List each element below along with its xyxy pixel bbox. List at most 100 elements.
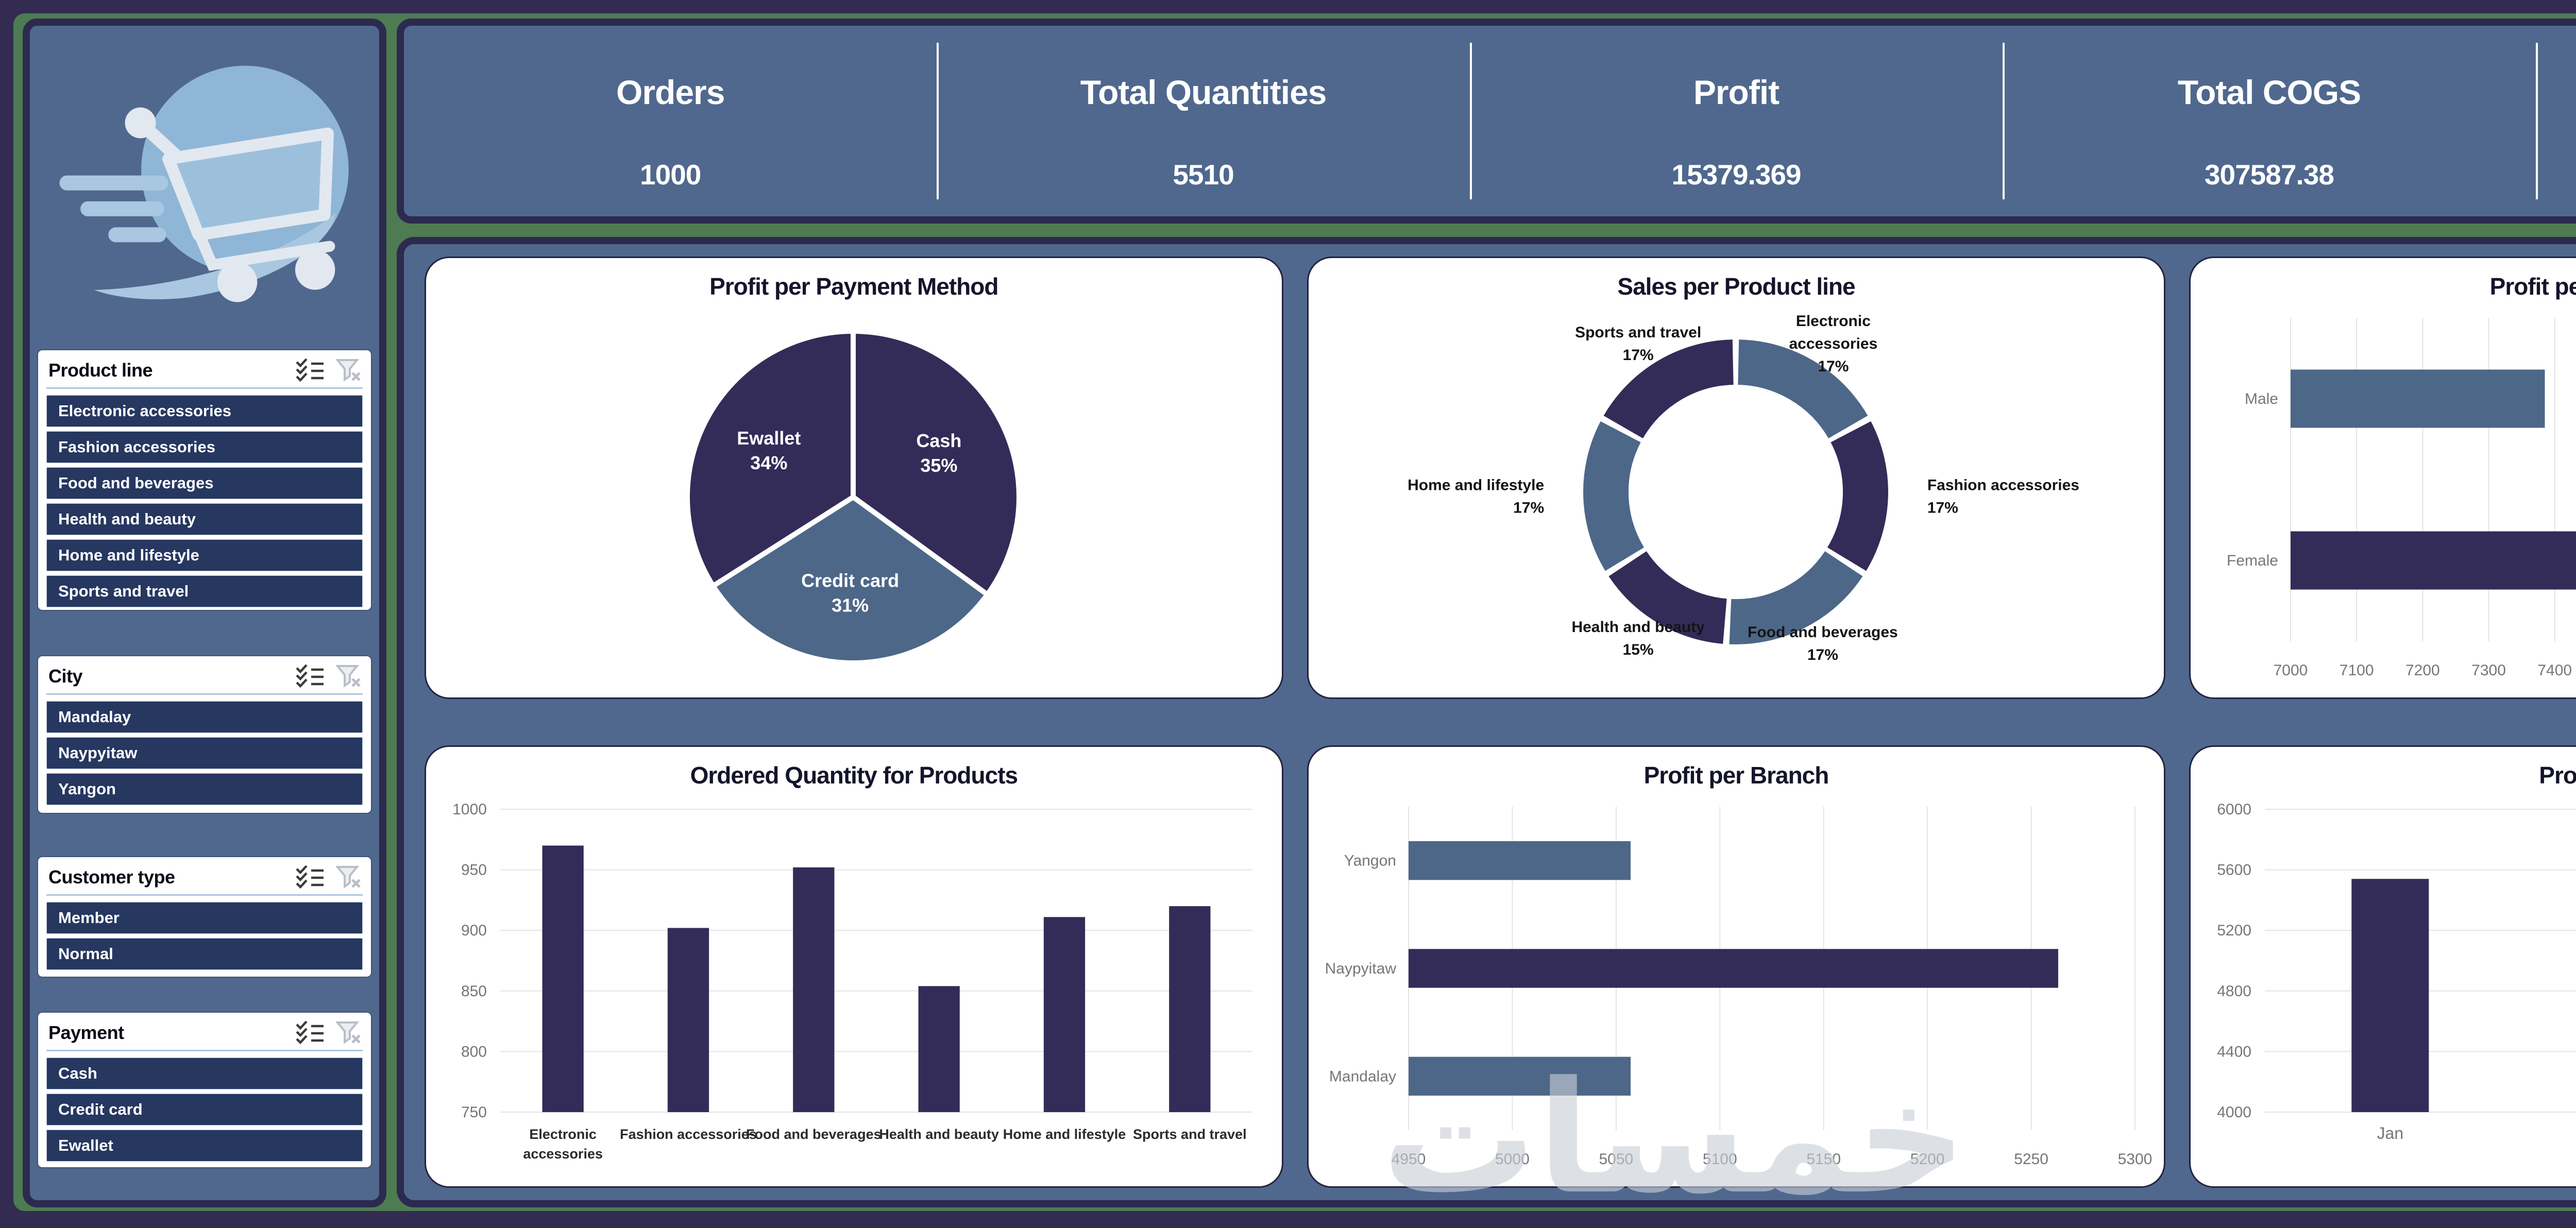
- chart-title: Sales per Product line: [1617, 273, 1855, 300]
- select-all-icon[interactable]: [296, 359, 325, 382]
- svg-text:850: 850: [461, 983, 487, 1000]
- kpi-value: 15379.369: [1671, 159, 1802, 191]
- slicer-product-line: Product line Electronic accessories Fash…: [38, 350, 371, 610]
- slicer-item-member[interactable]: Member: [46, 902, 363, 934]
- slicer-item-yangon[interactable]: Yangon: [46, 773, 363, 805]
- profit-per-payment-method-pie-chart[interactable]: Cash 35% Credit card 31% Ewallet 34%: [433, 308, 1273, 688]
- svg-text:1000: 1000: [452, 801, 487, 818]
- svg-text:35%: 35%: [920, 455, 957, 476]
- svg-text:31%: 31%: [832, 595, 869, 616]
- svg-text:7100: 7100: [2340, 662, 2374, 679]
- svg-text:800: 800: [461, 1043, 487, 1060]
- divider: [46, 387, 363, 389]
- svg-text:Mandalay: Mandalay: [1329, 1068, 1396, 1085]
- svg-text:Home and lifestyle: Home and lifestyle: [1408, 476, 1544, 493]
- card-profit-per-payment-method: Profit per Payment Method Cash 35% Credit …: [425, 257, 1283, 699]
- shopping-cart-icon: [59, 65, 349, 302]
- slicer-item-ewallet[interactable]: Ewallet: [46, 1130, 363, 1162]
- kpi-label: Total COGS: [2177, 73, 2361, 111]
- svg-text:5600: 5600: [2217, 862, 2252, 879]
- svg-text:5100: 5100: [1703, 1151, 1737, 1168]
- svg-text:Male: Male: [2245, 390, 2278, 407]
- kpi-total-sales: Total Sales 322966.749: [2535, 26, 2576, 216]
- svg-text:750: 750: [461, 1104, 487, 1121]
- slicer-title: Product line: [48, 360, 153, 381]
- profit-per-time-column-chart[interactable]: 400044004800520056006000JanFebMar: [2198, 796, 2576, 1176]
- slicer-item-fashion-accessories[interactable]: Fashion accessories: [46, 431, 363, 463]
- slicer-title: Customer type: [48, 866, 175, 888]
- kpi-label: Orders: [616, 73, 725, 111]
- slicer-payment: Payment Cash Credit card Ewallet: [38, 1013, 371, 1167]
- slicer-item-naypyitaw[interactable]: Naypyitaw: [46, 737, 363, 769]
- svg-text:Female: Female: [2227, 552, 2278, 569]
- slicer-item-sports-and-travel[interactable]: Sports and travel: [46, 575, 363, 607]
- kpi-label: Total Quantities: [1080, 73, 1327, 111]
- divider: [46, 894, 363, 896]
- charts-grid: Profit per Payment Method Cash 35% Credit …: [397, 237, 2576, 1207]
- svg-text:15%: 15%: [1622, 641, 1653, 658]
- svg-text:accessories: accessories: [523, 1146, 603, 1162]
- clear-selections-icon[interactable]: [336, 664, 362, 688]
- kpi-total-quantities: Total Quantities 5510: [937, 26, 1469, 216]
- clear-selections-icon[interactable]: [336, 1021, 362, 1045]
- cart-logo: [50, 35, 360, 334]
- select-all-icon[interactable]: [296, 1021, 325, 1045]
- svg-text:5300: 5300: [2117, 1151, 2152, 1168]
- svg-text:accessories: accessories: [1789, 335, 1877, 352]
- sales-per-product-line-donut-chart[interactable]: Electronic accessories 17% Fashion accessor…: [1316, 308, 2156, 688]
- slicer-item-electronic-accessories[interactable]: Electronic accessories: [46, 395, 363, 427]
- svg-text:5250: 5250: [2014, 1151, 2048, 1168]
- svg-text:Electronic: Electronic: [1795, 313, 1870, 330]
- svg-text:Sports and travel: Sports and travel: [1133, 1127, 1247, 1142]
- select-all-icon[interactable]: [296, 865, 325, 889]
- svg-text:5200: 5200: [1910, 1151, 1944, 1168]
- divider: [46, 1050, 363, 1051]
- card-sales-per-product-line: Sales per Product line Electronic accesso…: [1307, 257, 2166, 699]
- slicer-item-normal[interactable]: Normal: [46, 938, 363, 970]
- svg-text:17%: 17%: [1818, 358, 1849, 375]
- svg-text:6000: 6000: [2217, 801, 2252, 818]
- slicer-item-health-and-beauty[interactable]: Health and beauty: [46, 503, 363, 535]
- slicer-customer-type: Customer type Member Normal: [38, 857, 371, 977]
- kpi-value: 307587.38: [2204, 159, 2334, 191]
- chart-title: Profit per Branch: [1643, 762, 1829, 789]
- card-profit-per-time: Profit per Time 4000 4400 4800 5200 5600 6000…: [2189, 745, 2576, 1188]
- slicer-item-mandalay[interactable]: Mandalay: [46, 701, 363, 733]
- svg-text:Credit card: Credit card: [801, 570, 899, 591]
- kpi-total-cogs: Total COGS 307587.38: [2003, 26, 2535, 216]
- slicer-city: City Mandalay Naypyitaw Yangon: [38, 656, 371, 813]
- profit-per-city-gender-bar-chart[interactable]: 7000710072007300740075007600770078007900…: [2198, 308, 2576, 688]
- kpi-bar: Orders 1000 Total Quantities 5510 Profit…: [397, 19, 2576, 224]
- svg-text:7300: 7300: [2471, 662, 2506, 679]
- svg-text:Jan: Jan: [2377, 1124, 2404, 1142]
- svg-text:17%: 17%: [1622, 347, 1653, 364]
- svg-text:Electronic: Electronic: [529, 1127, 597, 1142]
- slicer-item-food-and-beverages[interactable]: Food and beverages: [46, 467, 363, 499]
- ordered-quantity-column-chart[interactable]: 750 800 850 900 950 1000 Electronic accessories…: [433, 796, 1273, 1176]
- kpi-value: 1000: [640, 159, 701, 191]
- svg-text:4950: 4950: [1391, 1151, 1426, 1168]
- svg-text:17%: 17%: [1807, 646, 1838, 663]
- svg-text:34%: 34%: [750, 452, 787, 473]
- slicer-item-credit-card[interactable]: Credit card: [46, 1094, 363, 1125]
- svg-text:Cash: Cash: [916, 430, 961, 451]
- clear-selections-icon[interactable]: [336, 359, 362, 382]
- profit-per-branch-bar-chart[interactable]: 4950 5000 5050 5100 5150 5200 5250 5300 Yangon Na…: [1316, 796, 2156, 1176]
- clear-selections-icon[interactable]: [336, 865, 362, 889]
- svg-text:950: 950: [461, 862, 487, 879]
- slicer-title: City: [48, 666, 83, 687]
- divider: [46, 693, 363, 695]
- slicer-item-cash[interactable]: Cash: [46, 1058, 363, 1089]
- svg-text:4400: 4400: [2217, 1043, 2252, 1060]
- chart-title: Profit per Time: [2539, 762, 2576, 789]
- svg-text:4000: 4000: [2217, 1104, 2252, 1121]
- svg-text:Health and beauty: Health and beauty: [1571, 619, 1705, 636]
- slicer-item-home-and-lifestyle[interactable]: Home and lifestyle: [46, 539, 363, 571]
- card-profit-per-city-gender: Profit per City & Gender 7000 7100 7200 730…: [2189, 257, 2576, 699]
- svg-text:17%: 17%: [1513, 499, 1544, 516]
- select-all-icon[interactable]: [296, 664, 325, 688]
- card-ordered-quantity: Ordered Quantity for Products 750 800 850 9…: [425, 745, 1283, 1188]
- svg-text:7000: 7000: [2274, 662, 2308, 679]
- kpi-profit: Profit 15379.369: [1469, 26, 2003, 216]
- svg-text:Sports and travel: Sports and travel: [1575, 324, 1701, 341]
